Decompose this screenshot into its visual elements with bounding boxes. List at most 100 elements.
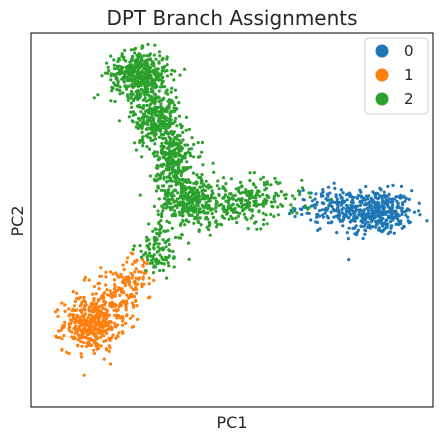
- point: [106, 328, 110, 332]
- point: [71, 307, 75, 311]
- point: [174, 179, 178, 183]
- point: [92, 299, 96, 303]
- point: [132, 280, 136, 284]
- point: [237, 189, 241, 193]
- point: [166, 190, 170, 194]
- point: [133, 51, 137, 55]
- point: [75, 308, 79, 312]
- point: [96, 93, 100, 97]
- point: [248, 171, 252, 175]
- point: [166, 255, 170, 259]
- legend-label-2: 2: [404, 90, 414, 108]
- point: [121, 331, 125, 335]
- point: [115, 87, 119, 92]
- point: [155, 262, 159, 266]
- point: [341, 224, 345, 228]
- point: [107, 349, 111, 353]
- point: [86, 320, 90, 325]
- point: [363, 232, 367, 236]
- point: [190, 207, 194, 211]
- point: [167, 106, 171, 110]
- point: [91, 292, 95, 296]
- point: [129, 110, 133, 114]
- point: [160, 147, 165, 151]
- point: [136, 66, 140, 70]
- point: [56, 308, 60, 312]
- point: [147, 247, 152, 251]
- point: [197, 191, 201, 195]
- point: [167, 242, 171, 247]
- point: [313, 197, 317, 201]
- point: [162, 184, 166, 188]
- point: [154, 114, 158, 118]
- point: [391, 215, 395, 220]
- point: [152, 97, 156, 101]
- point: [259, 227, 263, 231]
- point: [107, 322, 111, 326]
- point: [315, 200, 319, 204]
- point: [121, 323, 125, 327]
- point: [347, 258, 351, 262]
- point: [248, 190, 253, 194]
- point: [400, 210, 404, 214]
- point: [316, 228, 320, 232]
- point: [262, 218, 266, 222]
- point: [188, 185, 192, 189]
- point: [164, 91, 168, 95]
- point: [156, 166, 160, 170]
- point: [117, 315, 122, 319]
- point: [70, 330, 74, 334]
- point: [180, 182, 185, 186]
- point: [195, 173, 199, 177]
- point: [141, 106, 146, 110]
- point: [330, 204, 334, 209]
- point: [129, 285, 133, 289]
- point: [177, 145, 181, 149]
- point: [114, 314, 118, 318]
- point: [291, 194, 295, 198]
- point: [153, 142, 157, 146]
- point: [164, 245, 168, 249]
- point: [130, 63, 134, 67]
- point: [193, 186, 197, 190]
- point: [100, 320, 104, 324]
- point: [394, 222, 398, 226]
- point: [403, 199, 407, 203]
- point: [141, 144, 145, 148]
- point: [99, 335, 103, 339]
- point: [145, 103, 149, 108]
- point: [120, 67, 124, 71]
- point: [219, 202, 223, 207]
- point: [150, 99, 154, 103]
- point: [229, 214, 233, 218]
- point: [391, 218, 395, 222]
- point: [121, 278, 126, 283]
- point: [146, 132, 150, 136]
- point: [318, 227, 322, 231]
- point: [159, 224, 163, 228]
- point: [399, 195, 403, 200]
- point: [332, 215, 336, 219]
- point: [378, 186, 382, 190]
- point: [153, 43, 157, 47]
- point: [417, 201, 421, 205]
- point: [92, 348, 96, 352]
- point: [383, 212, 387, 216]
- legend-marker-1: [375, 68, 389, 82]
- point: [333, 209, 337, 213]
- point: [144, 251, 148, 255]
- point: [385, 218, 389, 222]
- point: [404, 197, 408, 201]
- chart-title: DPT Branch Assignments: [106, 6, 357, 30]
- point: [136, 317, 140, 321]
- point: [102, 300, 106, 304]
- point: [79, 352, 83, 356]
- point: [144, 269, 148, 273]
- point: [139, 64, 143, 68]
- point: [154, 259, 158, 263]
- point: [269, 200, 274, 204]
- point: [279, 203, 283, 207]
- point: [108, 362, 113, 366]
- point: [172, 194, 176, 198]
- point: [152, 278, 156, 283]
